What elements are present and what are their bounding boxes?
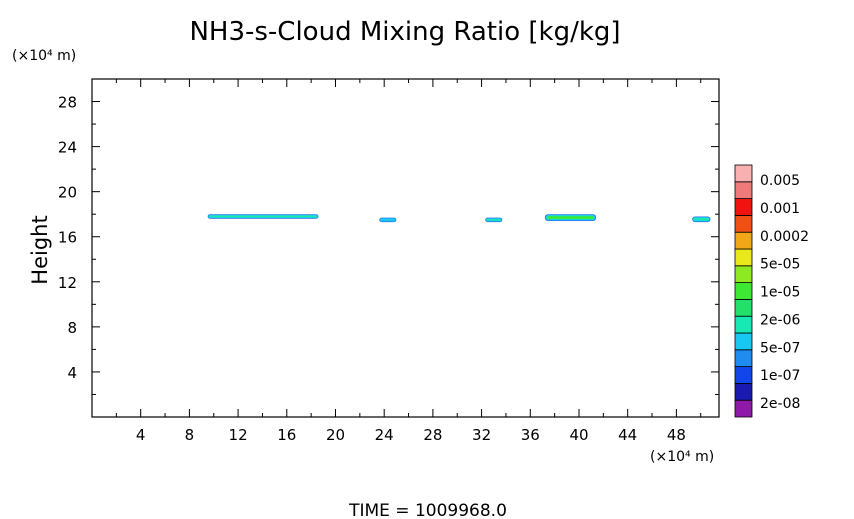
chart-title: NH3-s-Cloud Mixing Ratio [kg/kg]: [189, 17, 620, 47]
cloud-region: [544, 214, 597, 221]
cloud-contour-fill: [380, 218, 396, 222]
cloud-region: [379, 217, 397, 223]
colorbar-swatch: [734, 164, 753, 183]
cloud-region: [207, 214, 319, 219]
colorbar-label: 2e-08: [760, 396, 800, 412]
cloud-region: [692, 216, 711, 223]
x-tick-label: 44: [618, 426, 637, 444]
x-tick-label: 48: [667, 426, 686, 444]
y-tick-label: 8: [67, 319, 77, 337]
colorbar-swatch: [734, 399, 753, 418]
x-tick-label: 8: [185, 426, 195, 444]
colorbar-swatch: [734, 332, 753, 351]
y-axis-unit: (×10⁴ m): [12, 48, 76, 64]
x-tick-label: 24: [375, 426, 394, 444]
y-tick-labels: 4 8 12 16 20 24 28: [58, 94, 77, 382]
x-tick-label: 40: [569, 426, 588, 444]
y-tick-label: 4: [67, 364, 77, 382]
colorbar-label: 5e-05: [760, 257, 800, 273]
cloud-contour-fill: [693, 217, 710, 221]
y-tick-label: 24: [58, 139, 77, 157]
colorbar-swatch: [734, 231, 753, 250]
cloud-contour-fill: [547, 216, 594, 219]
colorbar: 0.005 0.001 0.0002 5e-05 1e-05 2e-06 5e-07 1e-0…: [734, 164, 809, 418]
colorbar-swatch: [734, 382, 753, 401]
colorbar-label: 0.005: [760, 173, 800, 189]
cloud-region: [485, 217, 503, 223]
colorbar-swatch: [734, 349, 753, 367]
colorbar-swatch: [734, 366, 753, 384]
x-tick-label: 4: [136, 426, 146, 444]
x-tick-label: 12: [229, 426, 248, 444]
y-tick-label: 16: [58, 229, 77, 247]
colorbar-swatch: [734, 198, 753, 216]
colorbar-label: 5e-07: [760, 340, 800, 356]
time-footer: TIME = 1009968.0: [348, 501, 507, 519]
y-tick-label: 28: [58, 94, 77, 112]
colorbar-swatch: [734, 214, 753, 233]
colorbar-label: 1e-07: [760, 368, 800, 384]
x-tick-label: 32: [472, 426, 491, 444]
colorbar-swatch: [734, 248, 753, 267]
colorbar-swatch: [734, 298, 753, 317]
colorbar-label: 0.001: [760, 201, 800, 217]
colorbar-swatch: [734, 282, 753, 300]
axis-ticks: [92, 79, 719, 417]
x-tick-label: 36: [521, 426, 540, 444]
cloud-contours: [207, 214, 711, 223]
plot-frame: [91, 78, 720, 418]
colorbar-swatch: [734, 315, 753, 334]
colorbar-label: 0.0002: [760, 229, 809, 245]
colorbar-label: 2e-06: [760, 312, 800, 328]
x-axis-unit: (×10⁴ m): [650, 449, 714, 465]
y-tick-label: 20: [58, 184, 77, 202]
cloud-contour-fill: [486, 218, 501, 221]
x-tick-label: 28: [423, 426, 442, 444]
y-axis-label: Height: [28, 215, 52, 284]
x-tick-label: 16: [277, 426, 296, 444]
colorbar-swatch: [734, 181, 753, 200]
colorbar-swatch: [734, 265, 753, 283]
y-tick-label: 12: [58, 274, 77, 292]
x-tick-labels: 4 8 12 16 20 24 28 32 36 40 44 48: [136, 426, 686, 444]
x-tick-label: 20: [326, 426, 345, 444]
colorbar-label: 1e-05: [760, 285, 800, 301]
